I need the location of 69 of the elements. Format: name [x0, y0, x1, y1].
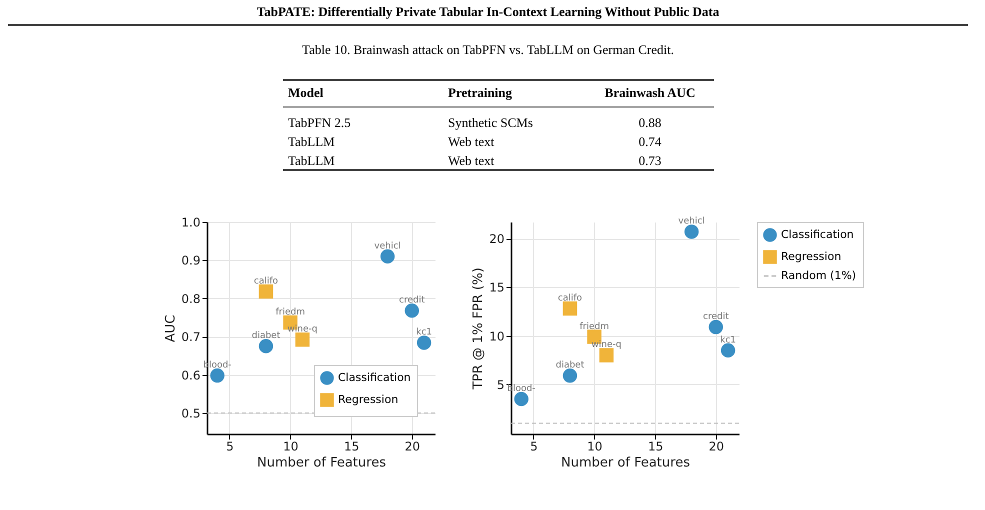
- y-tick-label: 0.9: [181, 254, 200, 268]
- y-tick-label: 5: [496, 378, 504, 392]
- annotation: wine-q: [287, 324, 318, 335]
- y-tick-label: 0.6: [181, 368, 200, 382]
- point: [210, 368, 224, 383]
- x-axis-title: Number of Features: [561, 456, 690, 470]
- point: [514, 392, 528, 406]
- y-tick-label: 1.0: [181, 216, 200, 230]
- legend-label: Classification: [338, 371, 411, 384]
- x-tick-label: 10: [283, 440, 298, 454]
- annotation: friedm: [580, 322, 609, 332]
- text: Web text: [448, 134, 494, 149]
- annotation: diabet: [556, 360, 585, 371]
- annotation: kc1: [416, 328, 432, 338]
- text: Web text: [448, 153, 494, 168]
- text: Synthetic SCMs: [448, 115, 533, 130]
- x-tick-label: 5: [226, 440, 234, 454]
- point: [599, 348, 614, 362]
- x-tick-label: 20: [404, 440, 420, 454]
- y-tick-label: 0.5: [181, 406, 200, 420]
- y-tick-label: 15: [489, 280, 504, 295]
- x-tick-label: 20: [708, 440, 724, 454]
- x-tick-label: 5: [530, 440, 538, 454]
- text: Table 10. Brainwash attack on TabPFN vs. TabLLM on German Credit.: [302, 42, 674, 57]
- text: 0.73: [638, 153, 662, 168]
- legend-label: Classification: [781, 228, 854, 241]
- category-label: TabPFN 2.5: [288, 115, 351, 130]
- y-tick-label: 0.7: [181, 330, 200, 344]
- point: [380, 249, 395, 264]
- point: [562, 301, 578, 316]
- text: 0.88: [638, 115, 662, 130]
- point: [684, 224, 699, 239]
- annotation: califo: [558, 294, 583, 304]
- y-axis-title: AUC: [163, 314, 178, 342]
- x-axis-title: Number of Features: [257, 456, 386, 470]
- point: [295, 332, 310, 347]
- annotation: credit: [399, 296, 426, 306]
- annotation: vehicl: [374, 241, 401, 252]
- x-tick-label: 15: [344, 440, 360, 454]
- y-axis-title: TPR @ 1% FPR (%): [471, 268, 486, 390]
- y-tick-label: 20: [489, 232, 504, 246]
- annotation: wine-q: [591, 340, 622, 350]
- category-label: TabLLM: [288, 134, 335, 149]
- legend-label: Random (1%): [781, 269, 856, 282]
- point: [708, 320, 724, 334]
- point: [258, 339, 274, 354]
- legend-label: Regression: [338, 393, 398, 406]
- annotation: credit: [703, 312, 730, 322]
- text: TabPATE: Differentially Private Tabular In-Context Learning Without Public Data: [256, 4, 720, 19]
- annotation: kc1: [720, 335, 736, 346]
- category-label: Brainwash AUC: [604, 85, 696, 100]
- y-tick-label: 10: [489, 329, 504, 344]
- annotation: diabet: [252, 331, 281, 342]
- point: [404, 304, 420, 318]
- annotation: friedm: [276, 307, 305, 318]
- y-tick-label: 0.8: [181, 292, 200, 306]
- point: [720, 343, 736, 358]
- category-label: Model: [288, 85, 324, 100]
- x-tick-label: 10: [587, 440, 602, 454]
- category-label: Pretraining: [448, 85, 513, 100]
- point: [562, 368, 578, 383]
- annotation: califo: [254, 276, 279, 287]
- point: [258, 284, 274, 299]
- annotation: vehicl: [678, 216, 705, 227]
- x-tick-label: 15: [648, 440, 664, 454]
- text: 0.74: [638, 134, 662, 149]
- legend-label: Regression: [781, 250, 842, 263]
- category-label: TabLLM: [288, 153, 335, 168]
- point: [416, 336, 432, 350]
